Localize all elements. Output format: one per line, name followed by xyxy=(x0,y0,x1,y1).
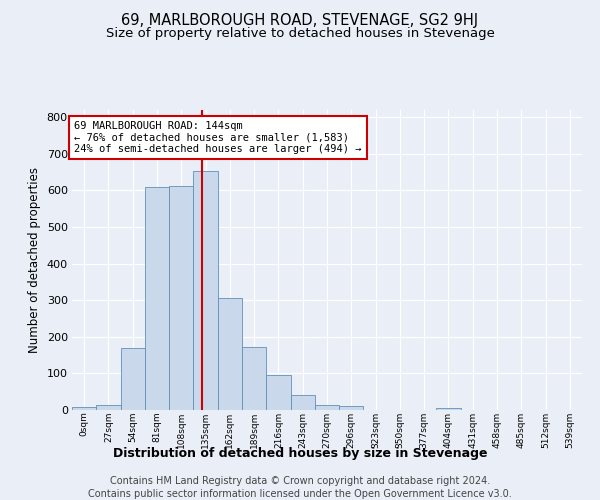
Text: 69 MARLBOROUGH ROAD: 144sqm
← 76% of detached houses are smaller (1,583)
24% of : 69 MARLBOROUGH ROAD: 144sqm ← 76% of det… xyxy=(74,121,362,154)
Bar xyxy=(315,405,339,410)
Bar xyxy=(339,406,364,410)
Text: Contains HM Land Registry data © Crown copyright and database right 2024.: Contains HM Land Registry data © Crown c… xyxy=(110,476,490,486)
Text: Contains public sector information licensed under the Open Government Licence v3: Contains public sector information licen… xyxy=(88,489,512,499)
Bar xyxy=(169,186,193,410)
Text: Distribution of detached houses by size in Stevenage: Distribution of detached houses by size … xyxy=(113,448,487,460)
Bar xyxy=(193,172,218,410)
Bar xyxy=(266,374,290,410)
Y-axis label: Number of detached properties: Number of detached properties xyxy=(28,167,41,353)
Bar xyxy=(436,408,461,410)
Text: Size of property relative to detached houses in Stevenage: Size of property relative to detached ho… xyxy=(106,28,494,40)
Bar xyxy=(242,347,266,410)
Bar xyxy=(121,348,145,410)
Text: 69, MARLBOROUGH ROAD, STEVENAGE, SG2 9HJ: 69, MARLBOROUGH ROAD, STEVENAGE, SG2 9HJ xyxy=(121,12,479,28)
Bar xyxy=(72,407,96,410)
Bar xyxy=(290,394,315,410)
Bar xyxy=(145,187,169,410)
Bar xyxy=(96,405,121,410)
Bar xyxy=(218,298,242,410)
